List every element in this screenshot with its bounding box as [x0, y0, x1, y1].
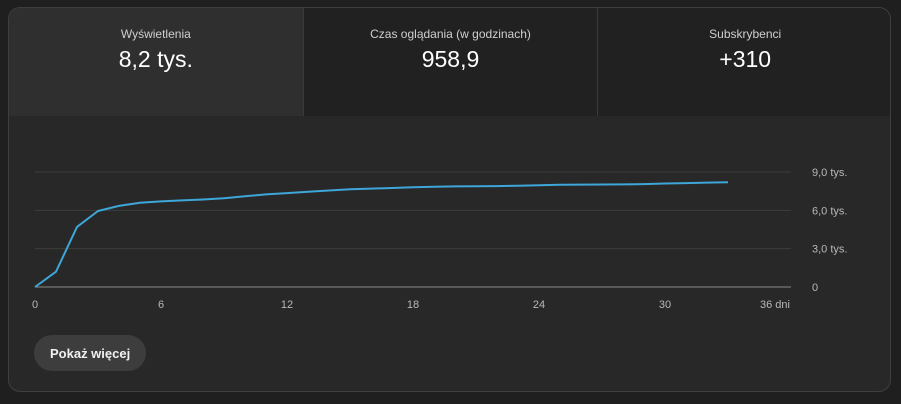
metric-value: +310: [719, 46, 772, 72]
x-tick-label: 12: [281, 299, 293, 311]
metric-label: Subskrybenci: [709, 27, 782, 41]
show-more-button[interactable]: Pokaż więcej: [34, 335, 147, 371]
x-tick-label: 30: [659, 299, 671, 311]
x-tick-label: 0: [32, 299, 38, 311]
metric-tab-views[interactable]: Wyświetlenia 8,2 tys.: [9, 8, 303, 116]
metric-tabs: Wyświetlenia 8,2 tys. Czas oglądania (w …: [9, 8, 890, 116]
metric-tab-subscribers[interactable]: Subskrybenci +310: [597, 8, 890, 116]
x-tick-label: 6: [158, 299, 164, 311]
y-tick-label: 9,0 tys.: [812, 167, 847, 179]
metric-tab-watch-time[interactable]: Czas oglądania (w godzinach) 958,9: [302, 8, 598, 116]
metric-label: Wyświetlenia: [120, 27, 191, 41]
x-tick-label: 24: [533, 299, 545, 311]
analytics-card: Wyświetlenia 8,2 tys. Czas oglądania (w …: [8, 7, 891, 392]
y-tick-label: 3,0 tys.: [812, 244, 847, 256]
y-tick-label: 0: [812, 282, 818, 294]
metric-value: 958,9: [421, 46, 480, 72]
y-tick-label: 6,0 tys.: [812, 205, 847, 217]
metric-label: Czas oglądania (w godzinach): [370, 27, 531, 41]
x-tick-label: 36 dni: [760, 299, 790, 311]
views-line-chart: 0 3,0 tys. 6,0 tys. 9,0 tys. 0 6 12 18 24 30 36 dn…: [32, 167, 848, 311]
x-tick-label: 18: [407, 299, 419, 311]
metric-value: 8,2 tys.: [118, 46, 193, 72]
series-line: [34, 181, 729, 288]
